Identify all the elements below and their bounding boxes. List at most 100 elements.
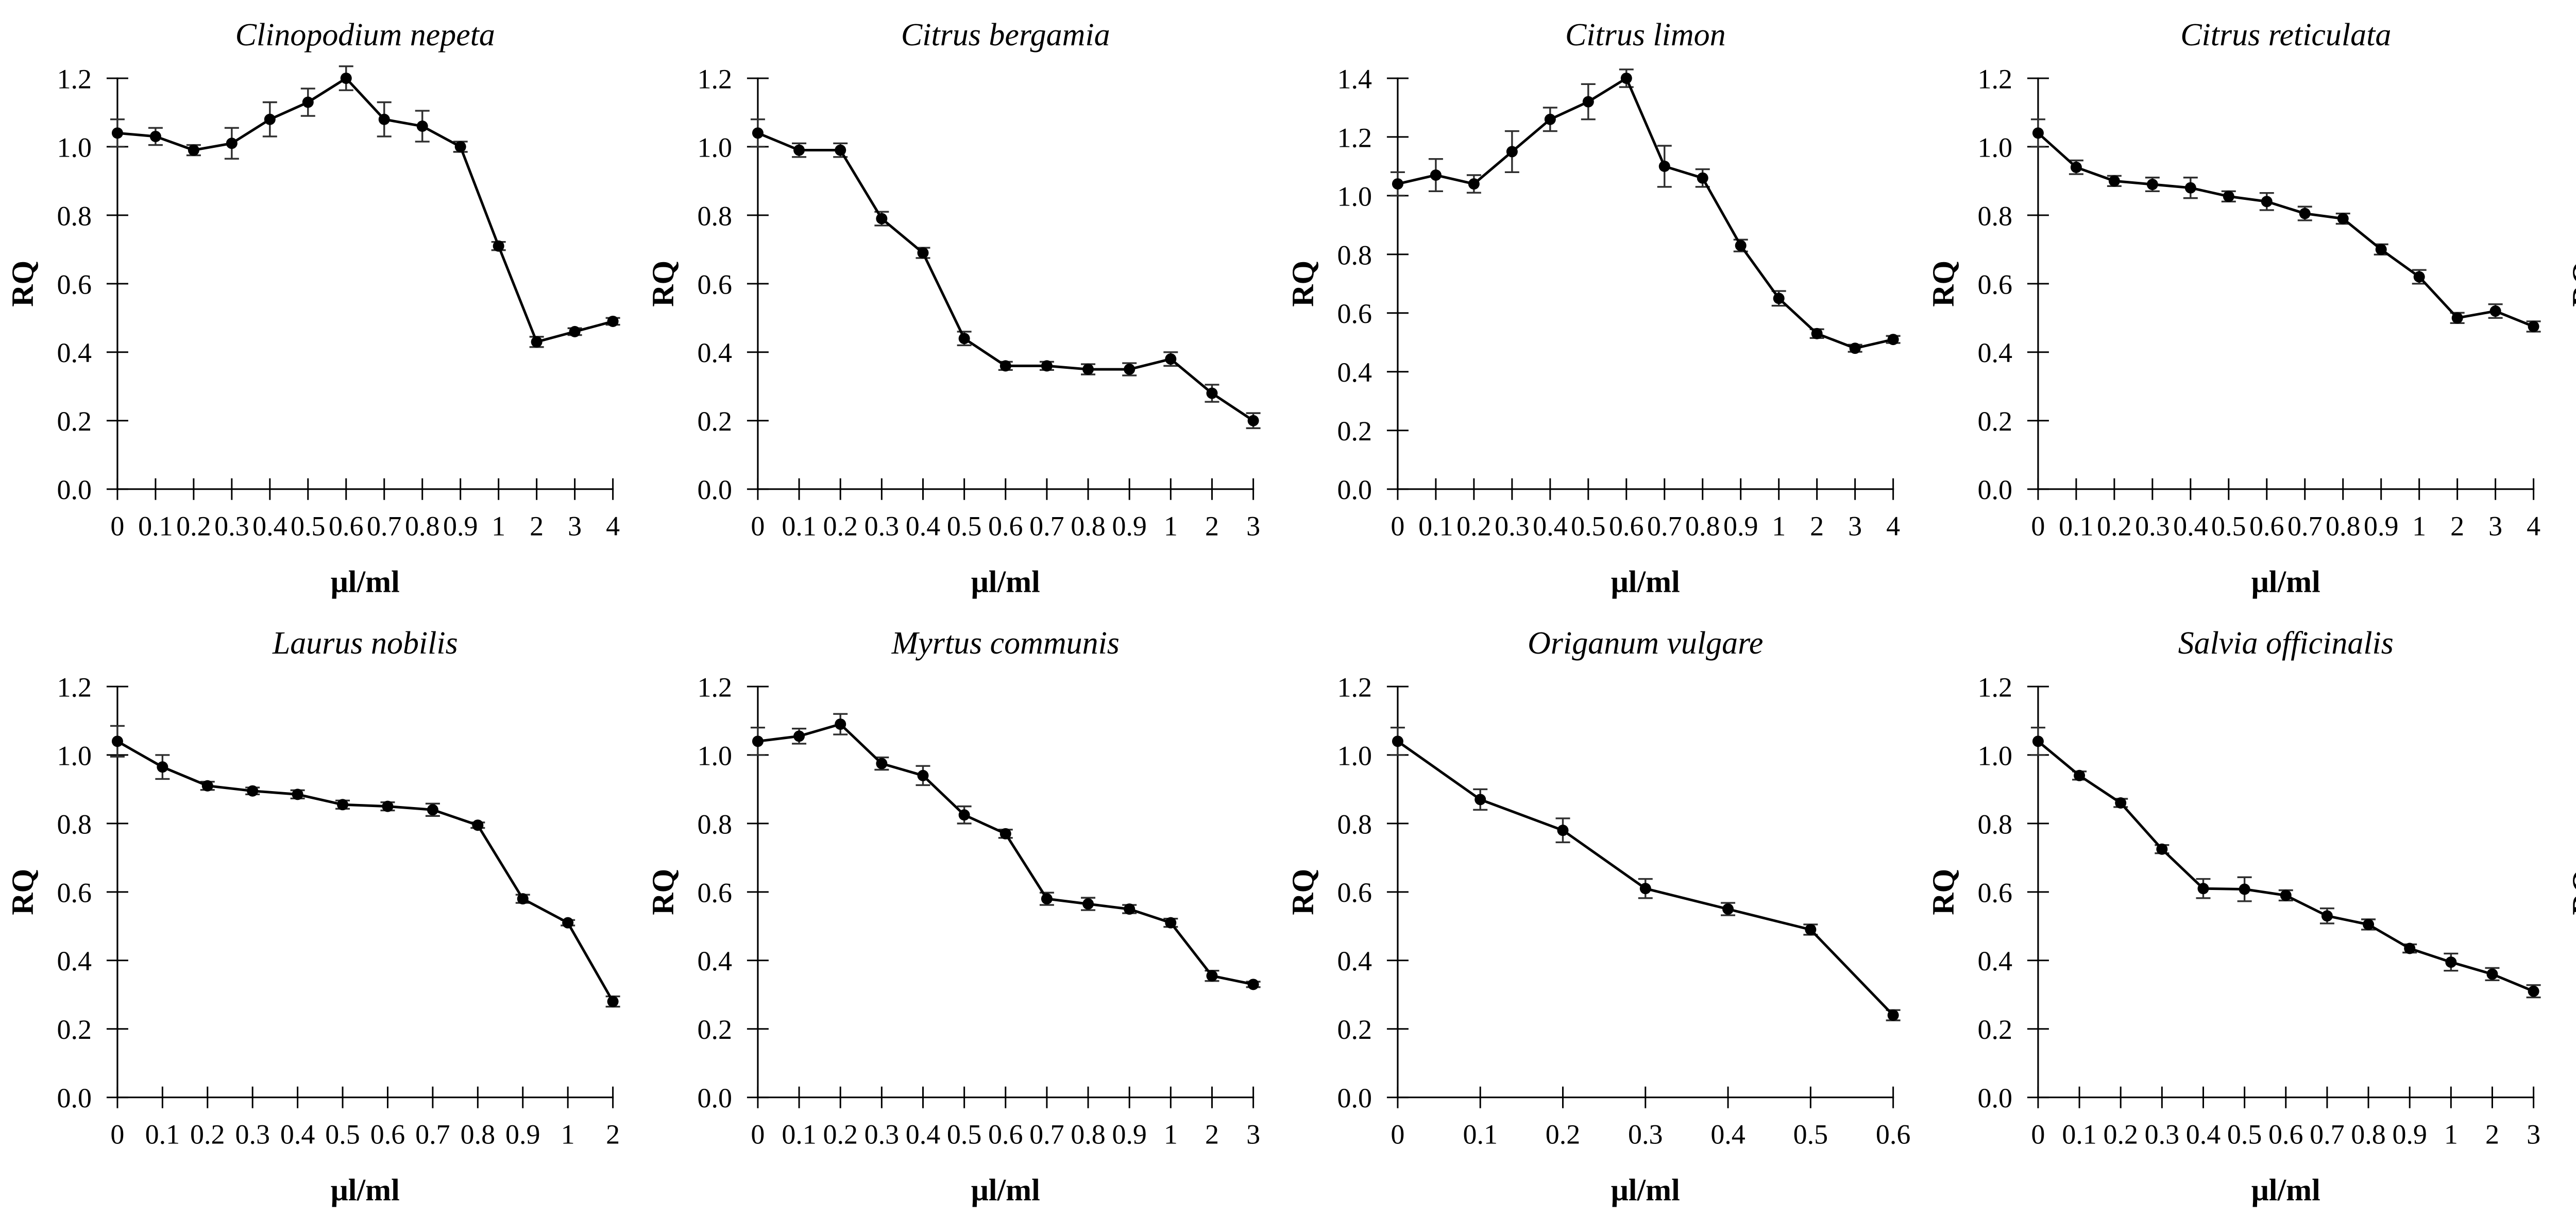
axes (2037, 77, 2535, 490)
y-tick-label: 0.8 (1977, 200, 2012, 231)
data-point (454, 141, 466, 152)
x-tick-label: 4 (2527, 511, 2540, 542)
y-tick-label: 0.0 (1977, 474, 2012, 505)
data-point (2156, 843, 2168, 855)
data-point (382, 800, 394, 812)
x-tick-label: 2 (1810, 511, 1824, 542)
x-tick-label: 0.9 (2364, 511, 2398, 542)
y-tick-label: 1.4 (1337, 63, 1372, 94)
chart-title: Origanum vulgare (1528, 626, 1763, 661)
x-tick-label: 0.6 (1876, 1119, 1910, 1150)
data-point (834, 144, 846, 156)
y-axis-title: RQ (2566, 868, 2576, 915)
x-axis-title: μl/ml (971, 1173, 1040, 1207)
x-axis-title: μl/ml (2251, 1173, 2320, 1207)
data-point (1887, 1009, 1899, 1021)
y-axis-title: RQ (6, 261, 40, 307)
data-line (1397, 77, 1894, 350)
y-axis-title: RQ (646, 261, 680, 307)
x-tick-label: 0.1 (2059, 511, 2093, 542)
data-line (117, 77, 614, 344)
x-axis-ticks: 0 0.1 0.2 0.3 0.4 0.5 0.6 0.7 0.8 0.9 1 2 3 4 (2031, 478, 2540, 542)
x-tick-label: 0.5 (1571, 511, 1605, 542)
x-axis-ticks: 0 0.1 0.2 0.3 0.4 0.5 0.6 0.7 0.8 0.9 1 2 3 (751, 1086, 1260, 1150)
x-tick-label: 0.6 (370, 1119, 405, 1150)
y-tick-label: 1.0 (57, 740, 91, 771)
x-tick-label: 0.1 (1418, 511, 1453, 542)
y-tick-label: 0.4 (697, 337, 732, 368)
data-point (2486, 968, 2498, 980)
y-tick-label: 0.0 (697, 474, 732, 505)
data-point (416, 121, 428, 132)
x-tick-label: 0.5 (2227, 1119, 2262, 1150)
data-point (1468, 178, 1480, 190)
y-tick-label: 0.6 (57, 877, 91, 908)
y-tick-label: 0.4 (1337, 357, 1372, 388)
y-tick-label: 0.2 (1977, 1014, 2012, 1045)
data-point (2299, 208, 2311, 219)
data-markers (111, 72, 619, 348)
y-tick-label: 1.0 (1337, 181, 1372, 212)
data-point (111, 127, 123, 139)
y-tick-label: 0.2 (1337, 1014, 1372, 1045)
data-point (2528, 985, 2539, 997)
x-axis-ticks: 0 0.1 0.2 0.3 0.4 0.5 0.6 0.7 0.8 0.9 1 2 (110, 1086, 620, 1150)
y-axis-title: RQ (1286, 261, 1320, 307)
chart-origanum-vulgare: Origanum vulgare 0.0 0.2 0.4 0.6 0.8 1.0 1.2 0 0.… (1280, 608, 1921, 1216)
x-tick-label: 1 (2444, 1119, 2458, 1150)
data-point (1164, 353, 1176, 365)
data-point (793, 730, 805, 742)
y-tick-label: 0.4 (1977, 337, 2012, 368)
data-point (2197, 882, 2209, 894)
data-markers (1392, 72, 1899, 354)
y-tick-label: 1.2 (1337, 672, 1372, 703)
x-tick-label: 4 (1886, 511, 1900, 542)
y-tick-label: 1.0 (697, 132, 732, 163)
chart-title: Laurus nobilis (272, 626, 458, 661)
chart-myrtus-communis: Myrtus communis 0.0 0.2 0.4 0.6 0.8 1.0 1.2 0 0.1… (640, 608, 1281, 1216)
error-bars (1391, 726, 1901, 1021)
x-tick-label: 0 (110, 1119, 124, 1150)
y-tick-label: 0.4 (57, 946, 91, 977)
axes (116, 77, 614, 490)
x-tick-label: 0.2 (2103, 1119, 2138, 1150)
x-tick-label: 2 (1205, 1119, 1219, 1150)
data-point (1041, 893, 1053, 904)
data-point (2070, 161, 2082, 173)
y-tick-label: 0.8 (1977, 809, 2012, 840)
x-tick-label: 0.2 (2097, 511, 2131, 542)
data-point (2115, 797, 2126, 809)
y-axis-title: RQ (1926, 261, 1960, 307)
x-tick-label: 0.3 (2144, 1119, 2179, 1150)
error-bars (2030, 118, 2541, 333)
x-tick-label: 0.2 (1456, 511, 1491, 542)
x-tick-label: 0.5 (325, 1119, 360, 1150)
x-tick-label: 0.6 (2268, 1119, 2303, 1150)
x-tick-label: 0.2 (823, 511, 857, 542)
data-point (2403, 943, 2415, 954)
y-axis-title: RQ (1926, 868, 1960, 915)
x-tick-label: 0.1 (1463, 1119, 1498, 1150)
x-tick-label: 0.6 (988, 511, 1023, 542)
y-tick-label: 0.2 (57, 406, 91, 437)
chart-title: Clinopodium nepeta (235, 18, 495, 53)
data-point (493, 240, 504, 252)
data-line (2037, 740, 2534, 992)
y-tick-label: 1.0 (1977, 740, 2012, 771)
data-point (1206, 970, 1218, 982)
data-point (149, 130, 161, 142)
y-tick-label: 0.6 (1337, 298, 1372, 329)
x-axis-ticks: 0 0.1 0.2 0.3 0.4 0.5 0.6 0.7 0.8 0.9 1 2 3 4 (1391, 478, 1900, 542)
data-point (793, 144, 805, 156)
x-tick-label: 0.1 (2062, 1119, 2096, 1150)
x-tick-label: 3 (1246, 511, 1260, 542)
x-tick-label: 0.3 (235, 1119, 269, 1150)
data-point (264, 113, 276, 125)
axes (1397, 77, 1894, 490)
data-point (1082, 364, 1094, 375)
y-axis-ticks: 0.0 0.2 0.4 0.6 0.8 1.0 1.2 1.4 (1337, 63, 1409, 505)
data-point (292, 788, 303, 800)
y-tick-label: 1.2 (57, 672, 91, 703)
x-tick-label: 3 (568, 511, 582, 542)
y-tick-label: 0.8 (57, 809, 91, 840)
